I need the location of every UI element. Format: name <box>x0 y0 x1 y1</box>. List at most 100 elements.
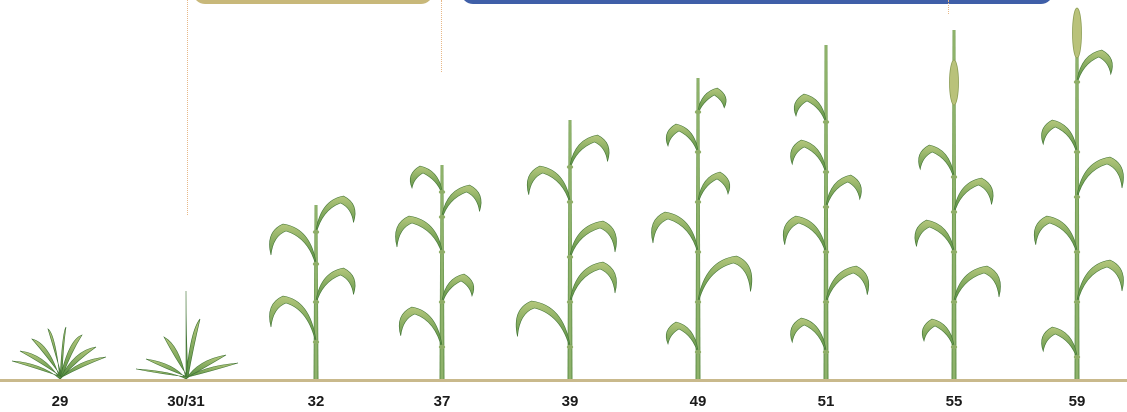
stem-node <box>694 349 702 355</box>
stem-node <box>566 344 574 350</box>
plant-leaf <box>398 306 443 350</box>
plant-leaf <box>790 139 827 175</box>
stage-label: 30/31 <box>167 393 205 410</box>
plant-leaf <box>315 195 356 235</box>
stage-group-band-blue <box>461 0 1053 4</box>
stem-node <box>694 299 702 305</box>
plant-stem <box>823 45 829 379</box>
stem-node <box>822 349 830 355</box>
plant-leaf <box>569 220 617 260</box>
plant-leaf <box>953 265 1001 305</box>
plant-leaf <box>515 300 571 350</box>
seedling-leaf <box>59 326 67 380</box>
stem-node <box>1073 354 1081 360</box>
plant-leaf <box>665 321 699 355</box>
seedling-leaf <box>145 358 189 380</box>
stem-node <box>566 254 574 260</box>
plant-stem <box>695 78 701 379</box>
wheat-ear <box>949 59 959 106</box>
plant-leaf <box>953 177 994 215</box>
stem-node <box>1073 149 1081 155</box>
stem-node <box>950 299 958 305</box>
stage-label: 49 <box>689 393 707 410</box>
wheat-ear <box>1072 7 1082 59</box>
ground-line <box>0 379 1127 382</box>
stem-node <box>438 249 446 255</box>
stem-node <box>1073 194 1081 200</box>
plant-leaf <box>569 261 617 305</box>
stem-node <box>950 344 958 350</box>
stem-node <box>566 299 574 305</box>
seedling-leaf <box>11 360 63 380</box>
stem-node <box>312 261 320 267</box>
plant-leaf <box>697 255 753 305</box>
stage-label: 55 <box>945 393 963 410</box>
plant-leaf <box>1076 259 1124 305</box>
stem-node <box>1073 79 1081 85</box>
stem-node <box>312 229 320 235</box>
stem-node <box>950 174 958 180</box>
plant-leaf <box>526 165 571 205</box>
stem-node <box>950 249 958 255</box>
plant-leaf <box>782 215 827 255</box>
plant-leaf <box>914 219 955 255</box>
plant-leaf <box>825 174 862 210</box>
plant-stem <box>567 120 573 379</box>
stem-node <box>822 299 830 305</box>
plant-leaf <box>697 87 727 115</box>
seedling-leaf <box>185 318 201 380</box>
plant-leaf <box>441 273 475 305</box>
seedling-leaf <box>19 350 63 380</box>
stem-node <box>312 299 320 305</box>
seedling-leaf <box>31 338 63 380</box>
stem-node <box>438 299 446 305</box>
divider-line <box>187 0 188 215</box>
plant-leaf <box>441 184 482 220</box>
plant-leaf <box>269 223 317 267</box>
stem-node <box>694 199 702 205</box>
stem-node <box>694 149 702 155</box>
stage-label: 37 <box>433 393 451 410</box>
plant-leaf <box>921 318 955 350</box>
stem-node <box>694 249 702 255</box>
stage-label: 39 <box>561 393 579 410</box>
plant-stem <box>951 30 957 379</box>
stage-group-band-tan <box>193 0 433 4</box>
stem-node <box>1073 299 1081 305</box>
plant-leaf <box>395 215 443 255</box>
plant-leaf <box>1041 326 1078 360</box>
divider-line <box>948 0 949 14</box>
seedling-leaf <box>59 346 97 380</box>
plant-leaf <box>1041 119 1078 155</box>
stem-node <box>438 344 446 350</box>
seedling-leaf <box>185 290 189 380</box>
stage-label: 51 <box>817 393 835 410</box>
stem-node <box>438 214 446 220</box>
plant-leaf <box>697 171 731 205</box>
stage-label: 32 <box>307 393 325 410</box>
divider-line <box>441 0 442 72</box>
plant-leaf <box>651 211 699 255</box>
plant-leaf <box>918 144 955 180</box>
plant-leaf <box>1076 49 1113 85</box>
stage-label: 59 <box>1068 393 1086 410</box>
seedling-leaf <box>59 356 107 380</box>
stem-node <box>822 204 830 210</box>
stage-label: 29 <box>51 393 69 410</box>
stem-node <box>312 339 320 345</box>
plant-leaf <box>269 295 317 345</box>
stem-node <box>950 209 958 215</box>
stem-node <box>822 119 830 125</box>
plant-leaf <box>790 317 827 355</box>
seedling-leaf <box>135 368 189 380</box>
plant-leaf <box>793 93 827 125</box>
stem-node <box>822 169 830 175</box>
stem-node <box>438 189 446 195</box>
plant-leaf <box>315 267 356 305</box>
seedling-leaf <box>185 362 239 380</box>
stem-node <box>822 249 830 255</box>
plant-leaf <box>1033 215 1078 255</box>
stem-node <box>694 109 702 115</box>
